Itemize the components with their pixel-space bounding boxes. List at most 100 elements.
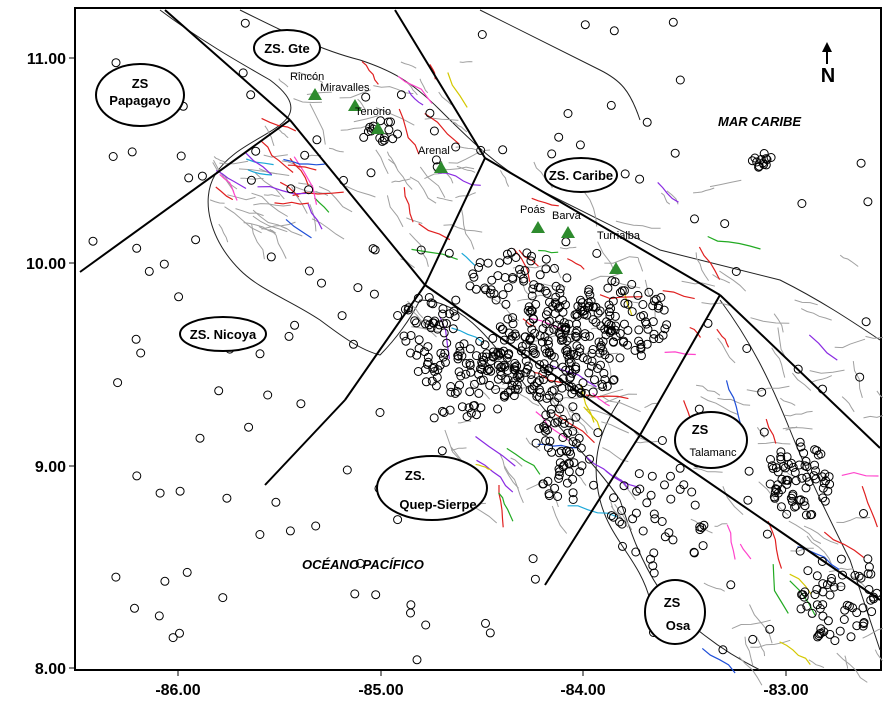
earthquake-epicenter — [238, 68, 248, 78]
earthquake-epicenter — [743, 495, 753, 505]
earthquake-epicenter — [429, 318, 439, 328]
earthquake-epicenter — [379, 135, 389, 145]
earthquake-epicenter — [502, 249, 512, 259]
earthquake-epicenter — [623, 325, 633, 335]
earthquake-epicenter — [300, 150, 310, 160]
fault-line — [744, 636, 754, 666]
earthquake-epicenter — [863, 197, 873, 207]
earthquake-epicenter — [807, 608, 817, 618]
earthquake-epicenter — [393, 311, 403, 320]
fault-line — [823, 584, 845, 589]
earthquake-epicenter — [562, 350, 572, 360]
earthquake-epicenter — [580, 20, 590, 30]
earthquake-epicenter — [604, 353, 614, 363]
earthquake-epicenter — [414, 344, 424, 353]
earthquake-epicenter — [861, 317, 871, 327]
earthquake-epicenter — [482, 366, 492, 376]
earthquake-epicenter — [421, 377, 431, 387]
earthquake-epicenter — [429, 126, 439, 136]
earthquake-epicenter — [474, 262, 484, 272]
earthquake-epicenter — [606, 100, 616, 110]
earthquake-epicenter — [244, 422, 254, 432]
earthquake-epicenter — [818, 384, 827, 394]
earthquake-epicenter — [438, 304, 448, 314]
zone-gte: ZS. Gte — [253, 29, 321, 67]
fault-line — [292, 72, 324, 84]
fault-line — [719, 270, 747, 292]
earthquake-epicenter — [802, 472, 812, 482]
earthquake-epicenter — [617, 286, 627, 296]
earthquake-epicenter — [474, 369, 484, 379]
zone-osa: ZS Osa — [644, 579, 706, 645]
earthquake-epicenter — [590, 375, 599, 385]
fault-line — [283, 158, 325, 166]
zone-gte-line1: ZS. Gte — [264, 41, 310, 56]
fault-line — [254, 172, 285, 200]
x-axis: -86.00 -85.00 -84.00 -83.00 — [155, 670, 809, 699]
earthquake-epicenter — [561, 346, 571, 356]
fault-line — [707, 235, 761, 250]
earthquake-epicenter — [799, 496, 809, 506]
earthquake-epicenter — [416, 245, 426, 255]
zone-osa-line2: Osa — [666, 618, 691, 633]
earthquake-epicenter — [633, 290, 643, 300]
volcano-label-miravalles: Miravalles — [320, 82, 370, 94]
earthquake-epicenter — [635, 174, 645, 184]
earthquake-epicenter — [634, 325, 644, 335]
fault-line — [238, 168, 277, 175]
fault-line — [788, 520, 822, 544]
fault-line — [836, 652, 868, 683]
earthquake-epicenter — [442, 338, 452, 348]
fault-line — [274, 201, 309, 205]
earthquake-epicenter — [222, 493, 232, 503]
fault-line — [558, 399, 573, 421]
fault-line — [731, 619, 771, 630]
earthquake-epicenter — [476, 375, 486, 385]
earthquake-epicenter — [495, 258, 505, 268]
earthquake-epicenter — [540, 423, 550, 433]
earthquake-epicenter — [431, 155, 441, 165]
earthquake-epicenter — [453, 351, 463, 361]
fault-line — [823, 531, 865, 559]
earthquake-epicenter — [649, 329, 659, 339]
earthquake-epicenter — [812, 571, 822, 581]
earthquake-epicenter — [603, 283, 613, 293]
fault-line — [400, 61, 417, 69]
fault-line — [554, 413, 595, 444]
fault-line — [693, 187, 715, 194]
volcano-label-rincon: Rincón — [290, 71, 324, 83]
earthquake-epicenter — [592, 248, 602, 258]
earthquake-epicenter — [594, 337, 604, 347]
fault-line — [476, 459, 514, 493]
earthquake-epicenter — [544, 391, 554, 400]
fault-line — [777, 327, 787, 360]
earthquake-epicenter — [551, 299, 561, 309]
earthquake-epicenter — [580, 329, 590, 339]
earthquake-epicenter — [569, 458, 579, 468]
earthquake-epicenter — [454, 367, 464, 377]
earthquake-epicenter — [659, 305, 669, 315]
fault-line — [498, 492, 514, 522]
y-tick-label: 8.00 — [35, 661, 66, 678]
earthquake-epicenter — [406, 331, 416, 340]
fault-line — [403, 187, 414, 223]
earthquake-epicenter — [448, 324, 458, 334]
earthquake-epicenter — [561, 446, 571, 456]
earthquake-epicenter — [679, 480, 689, 490]
fault-line — [406, 82, 418, 96]
earthquake-epicenter — [609, 375, 619, 385]
fault-line — [504, 466, 524, 503]
fault-line — [451, 121, 468, 133]
fault-line — [475, 463, 492, 471]
earthquake-epicenter — [649, 509, 659, 519]
earthquake-epicenter — [160, 576, 170, 586]
earthquake-epicenter — [574, 384, 584, 393]
earthquake-epicenter — [605, 311, 615, 321]
volcano-marker-poas — [531, 221, 545, 233]
earthquake-epicenter — [503, 314, 513, 324]
earthquake-epicenter — [488, 333, 498, 343]
fault-line — [375, 149, 389, 175]
earthquake-epicenter — [369, 289, 379, 299]
fault-line — [260, 140, 294, 173]
earthquake-epicenter — [455, 380, 464, 390]
